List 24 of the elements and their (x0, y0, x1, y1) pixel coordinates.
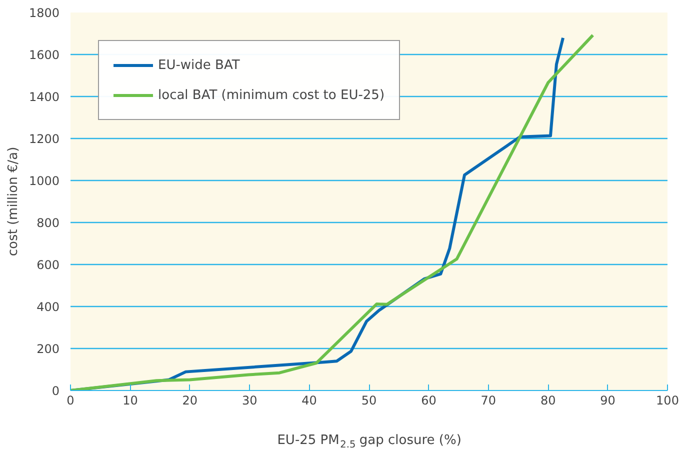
y-tick-label: 1000 (28, 174, 60, 188)
x-tick-label: 10 (122, 394, 138, 408)
y-tick-label: 200 (36, 342, 60, 356)
x-tick-label: 0 (66, 394, 74, 408)
y-tick-label: 1200 (28, 132, 60, 146)
x-tick-label: 100 (656, 394, 679, 408)
y-tick-label: 600 (36, 258, 60, 272)
x-tick-label: 70 (480, 394, 496, 408)
x-tick-label: 40 (302, 394, 317, 408)
x-tick-label: 80 (540, 394, 556, 408)
x-tick-label: 50 (361, 394, 377, 408)
legend-label: local BAT (minimum cost to EU-25) (158, 88, 385, 102)
x-tick-label: 90 (600, 394, 616, 408)
y-tick-label: 0 (52, 384, 60, 398)
y-axis-title: cost (million €/a) (6, 146, 21, 256)
y-tick-label: 800 (36, 216, 60, 230)
y-tick-label: 400 (36, 300, 60, 314)
y-tick-label: 1400 (28, 90, 60, 104)
legend-label: EU-wide BAT (158, 58, 240, 72)
x-tick-label: 60 (421, 394, 436, 408)
x-tick-label: 20 (182, 394, 198, 408)
y-tick-label: 1800 (28, 6, 60, 20)
x-tick-label: 30 (242, 394, 258, 408)
y-tick-label: 1600 (28, 48, 60, 62)
